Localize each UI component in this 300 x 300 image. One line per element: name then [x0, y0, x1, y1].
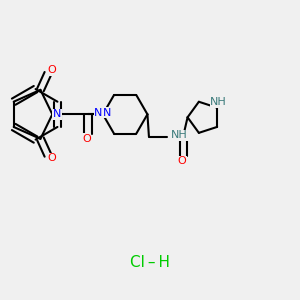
Text: N: N — [52, 109, 61, 119]
Text: NH: NH — [210, 97, 227, 107]
Text: O: O — [47, 153, 56, 163]
Text: O: O — [82, 134, 91, 144]
Text: Cl – H: Cl – H — [130, 255, 170, 270]
Text: NH: NH — [171, 130, 188, 140]
Text: O: O — [47, 65, 56, 76]
Text: N: N — [103, 108, 111, 118]
Text: N: N — [94, 108, 103, 118]
Text: O: O — [177, 156, 186, 166]
